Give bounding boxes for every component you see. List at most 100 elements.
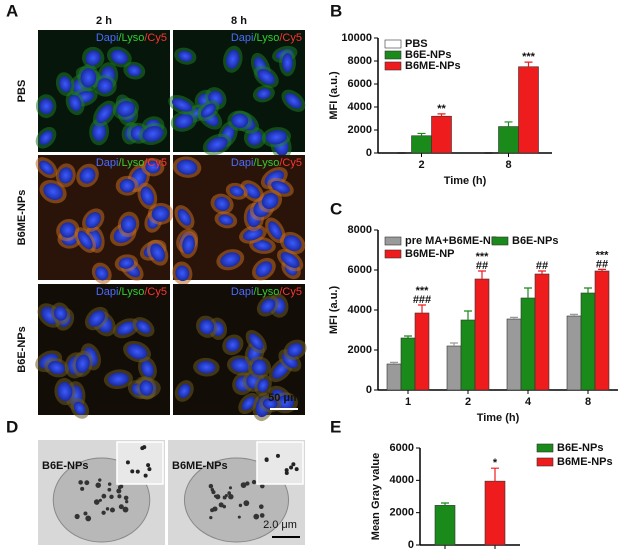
- error-bar: [478, 270, 486, 279]
- tem-vesicle: [101, 493, 107, 499]
- tem-vesicle: [118, 485, 122, 490]
- bar: [566, 315, 582, 391]
- legend-swatch: [384, 39, 402, 49]
- tem-inset-vesicle: [130, 469, 135, 474]
- cell-nucleus: [176, 159, 198, 175]
- stain-label: Dapi/Lyso/Cy5: [96, 32, 167, 44]
- cell-nucleus: [54, 306, 68, 321]
- tem-vesicle: [227, 491, 231, 495]
- cell-nucleus: [39, 160, 54, 175]
- legend-label: B6E-NPs: [512, 235, 558, 247]
- legend-swatch: [536, 443, 554, 453]
- stain-part: /Cy5: [144, 157, 167, 169]
- stain-part: Dapi: [231, 32, 254, 44]
- tem-vesicle: [209, 515, 213, 520]
- y-tick-label: 2000: [390, 507, 414, 519]
- cell-nucleus: [59, 222, 76, 238]
- y-tick-label: 0: [408, 539, 414, 551]
- tem-vesicle: [251, 479, 257, 485]
- legend-swatch: [491, 236, 509, 246]
- cell-nucleus: [283, 235, 302, 252]
- tem-vesicle: [228, 493, 234, 500]
- bar: [518, 66, 539, 154]
- panel-label: E: [330, 417, 341, 436]
- tem-inset: [256, 441, 304, 485]
- cell-nucleus: [261, 193, 279, 210]
- y-tick-label: 4000: [348, 101, 372, 113]
- tem-inset-vesicle: [275, 453, 280, 458]
- error-bar: [450, 342, 458, 346]
- cell-nucleus: [120, 215, 137, 234]
- tem-vesicle: [124, 499, 129, 504]
- cell-nucleus: [110, 49, 128, 65]
- cell-nucleus: [126, 344, 148, 360]
- cell-nucleus: [220, 252, 241, 268]
- error-bar: [510, 316, 518, 319]
- cell-nucleus: [171, 98, 193, 112]
- stain-part: /Lyso: [118, 32, 144, 44]
- stain-label: Dapi/Lyso/Cy5: [96, 286, 167, 298]
- cell-nucleus: [229, 185, 244, 197]
- tem-vesicle: [95, 482, 101, 488]
- tem-vesicle: [122, 506, 129, 513]
- panel-label: D: [6, 417, 18, 436]
- significance-label: ###: [413, 294, 431, 306]
- stain-part: /Cy5: [279, 32, 302, 44]
- significance-label: ##: [596, 258, 608, 270]
- legend-label: PBS: [405, 38, 428, 50]
- cell-nucleus: [231, 113, 249, 129]
- error-bar: [524, 287, 532, 298]
- cell-nucleus: [151, 205, 170, 222]
- cell-nucleus: [265, 130, 288, 145]
- error-bar: [390, 361, 398, 364]
- tem-inset-vesicle: [147, 467, 152, 472]
- tem-inset-vesicle: [125, 460, 130, 465]
- tem-vesicle: [83, 511, 88, 516]
- cell-nucleus: [197, 360, 216, 374]
- scale-bar-label: 50 μm: [268, 392, 300, 404]
- bar: [431, 115, 452, 154]
- bar: [400, 337, 416, 391]
- tem-vesicle: [107, 487, 112, 492]
- cell-nucleus: [142, 126, 164, 142]
- error-bar: [404, 335, 412, 338]
- bar: [520, 297, 536, 391]
- panel-label: A: [6, 1, 18, 20]
- error-bar: [491, 467, 499, 482]
- cell-nucleus: [280, 252, 300, 268]
- cell-nucleus: [206, 136, 228, 153]
- stain-part: Dapi: [231, 157, 254, 169]
- cell-nucleus: [38, 98, 54, 115]
- tem-label: B6ME-NPs: [172, 460, 228, 472]
- cell-nucleus: [226, 49, 240, 69]
- charts: 0 2000 4000 6000 8000 10000 MFI (a.u.) Time (h)…: [328, 32, 618, 551]
- cell-nucleus: [145, 160, 161, 174]
- x-tick-label: 1: [405, 396, 411, 408]
- cell-nucleus: [174, 113, 194, 129]
- tem-vesicle: [259, 513, 265, 518]
- cell-nucleus: [58, 167, 73, 184]
- significance-label: ***: [522, 51, 536, 63]
- significance-label: ***: [416, 285, 430, 297]
- cell-nucleus: [57, 381, 73, 402]
- significance-label: ***: [476, 251, 490, 263]
- tem-vesicle: [218, 502, 224, 508]
- x-tick-label: 2: [418, 159, 424, 171]
- legend-swatch: [384, 236, 402, 246]
- cell-nucleus: [48, 361, 66, 375]
- bar: [484, 480, 506, 546]
- tem-vesicle: [222, 495, 227, 500]
- bar: [411, 135, 432, 154]
- cell-nucleus: [175, 265, 190, 282]
- bar: [414, 312, 430, 391]
- cell-nucleus: [182, 235, 195, 255]
- significance-label: **: [437, 103, 446, 115]
- stain-part: /Lyso: [253, 157, 279, 169]
- cell-nucleus: [262, 398, 278, 410]
- tem-vesicle: [109, 494, 114, 500]
- stain-part: Dapi: [96, 286, 119, 298]
- cell-nucleus: [200, 103, 216, 118]
- cell-nucleus: [256, 88, 271, 100]
- stain-label: Dapi/Lyso/Cy5: [96, 157, 167, 169]
